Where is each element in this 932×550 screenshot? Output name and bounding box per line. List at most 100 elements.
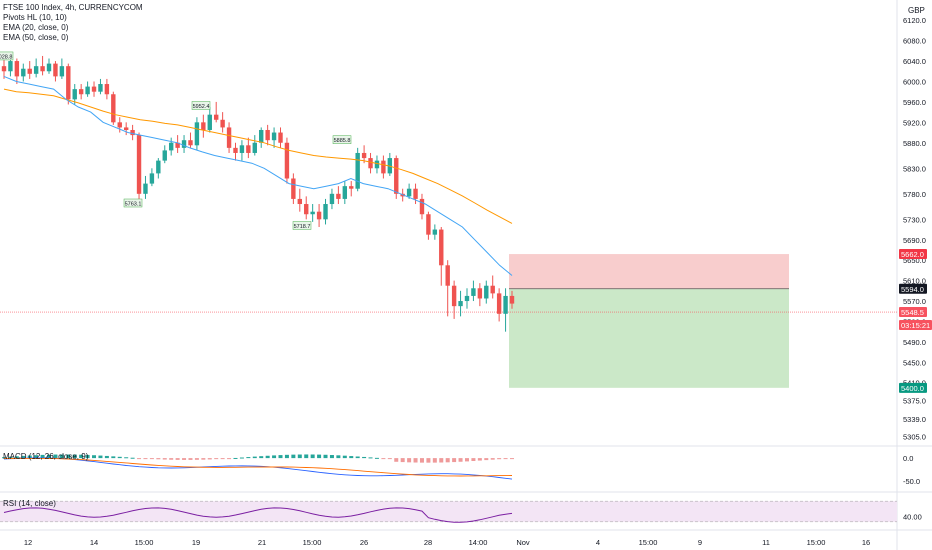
macd-histogram-bar — [291, 454, 296, 459]
candle-body — [220, 119, 225, 128]
candle-body — [168, 142, 174, 151]
rsi-band — [0, 501, 897, 522]
pivot-label-box — [123, 198, 143, 208]
macd-histogram-bar — [272, 455, 277, 459]
chart-legend: FTSE 100 Index, 4h, CURRENCYCOM Pivots H… — [3, 3, 143, 43]
macd-histogram-bar — [239, 457, 244, 459]
candle-body — [246, 145, 251, 153]
stop-loss-zone — [509, 254, 789, 289]
pivot-label: 6028.8 — [0, 51, 14, 60]
candle-body — [194, 122, 200, 146]
macd-histogram-bar — [259, 456, 264, 459]
candle-body — [503, 295, 508, 314]
symbol-title[interactable]: FTSE 100 Index, 4h, CURRENCYCOM — [3, 3, 143, 12]
time-tick-label: 15:00 — [807, 538, 826, 547]
candle-body — [1, 66, 7, 72]
pivots-indicator-label[interactable]: Pivots HL (10, 10) — [3, 13, 67, 22]
macd-histogram-bar — [2, 457, 6, 459]
macd-histogram-bar — [310, 454, 315, 459]
price-tick-label: 5880.0 — [903, 139, 926, 148]
macd-histogram-bar — [387, 458, 392, 460]
candle-body — [496, 293, 502, 314]
macd-histogram-bar — [477, 458, 482, 461]
candle-body — [104, 84, 110, 95]
macd-histogram-bar — [8, 456, 13, 459]
candle-body — [188, 140, 193, 146]
macd-histogram-bar — [342, 455, 347, 459]
pivot-label: 5885.8 — [332, 135, 352, 144]
price-tick-label: 5650.0 — [903, 256, 926, 265]
pivot-label-text: 5718.7 — [294, 224, 311, 230]
candle-body — [143, 183, 148, 194]
candle-body — [439, 229, 444, 266]
stop-price-tag: 5662.0 — [901, 250, 924, 259]
candle-body — [27, 68, 32, 74]
rsi-tick-label: 40.00 — [903, 513, 922, 522]
candle-body — [201, 122, 206, 130]
macd-histogram-bar — [79, 454, 84, 459]
pivot-label: 5763.1 — [123, 198, 143, 208]
candle-body — [14, 61, 20, 77]
ema20-line — [3, 75, 513, 276]
candle-body — [323, 204, 328, 220]
candle-body — [33, 66, 39, 74]
candle-body — [8, 61, 13, 72]
time-tick-label: 12 — [24, 538, 32, 547]
last-price-tag: 5548.5 — [901, 308, 924, 317]
price-tick-label: 5730.0 — [903, 215, 926, 224]
price-tick-label: 6120.0 — [903, 16, 926, 25]
price-tick-label: 5610.0 — [903, 277, 926, 286]
candle-body — [278, 132, 283, 143]
macd-histogram-bar — [72, 454, 77, 459]
candle-body — [123, 127, 129, 130]
price-tick-label: 5830.0 — [903, 164, 926, 173]
macd-histogram-bar — [233, 457, 238, 459]
macd-histogram-bar — [497, 458, 502, 460]
time-tick-label: 9 — [698, 538, 702, 547]
candle-body — [284, 142, 290, 179]
candle-body — [259, 129, 264, 143]
macd-histogram-bar — [227, 458, 232, 460]
macd-histogram-bar — [413, 458, 418, 463]
candle-body — [46, 63, 52, 72]
macd-histogram-bar — [510, 458, 514, 460]
take-profit-zone — [509, 288, 789, 388]
macd-histogram-bar — [98, 455, 103, 459]
macd-histogram-bar — [407, 458, 412, 463]
candle-body — [162, 150, 167, 161]
candle-body — [477, 288, 483, 299]
price-tick-label: 5490.0 — [903, 338, 926, 347]
candle-body — [355, 152, 360, 189]
time-tick-label: 11 — [762, 538, 770, 547]
macd-histogram-bar — [59, 454, 64, 459]
candle-body — [239, 145, 245, 153]
macd-histogram-bar — [124, 457, 129, 459]
macd-histogram-bar — [85, 454, 90, 459]
countdown-bg — [899, 320, 932, 331]
macd-histogram-bar — [201, 458, 206, 460]
macd-histogram-bar — [194, 458, 199, 460]
macd-histogram-bar — [284, 454, 289, 459]
macd-histogram-bar — [92, 455, 97, 459]
ema20-indicator-label[interactable]: EMA (20, close, 0) — [3, 23, 69, 32]
candle-body — [316, 211, 322, 220]
candle-body — [426, 214, 431, 235]
macd-indicator-label[interactable]: MACD (12, 26, close, 9) — [3, 452, 89, 461]
pivot-label-text: 6028.8 — [0, 54, 12, 60]
candle-body — [72, 89, 77, 100]
time-tick-label: 26 — [360, 538, 368, 547]
pivot-label-text: 5885.8 — [334, 138, 351, 144]
ema50-indicator-label[interactable]: EMA (50, close, 0) — [3, 33, 69, 42]
candle-body — [336, 193, 341, 199]
ema50-line — [3, 88, 513, 224]
rsi-indicator-label[interactable]: RSI (14, close) — [3, 499, 56, 508]
candle-body — [21, 68, 26, 77]
candle-body — [406, 188, 412, 197]
pivot-label-box — [191, 101, 211, 110]
entry-price-tag-bg — [899, 283, 927, 294]
candle-body — [471, 288, 476, 296]
candle-body — [368, 158, 373, 169]
candle-body — [265, 129, 270, 141]
macd-histogram-bar — [323, 454, 328, 459]
